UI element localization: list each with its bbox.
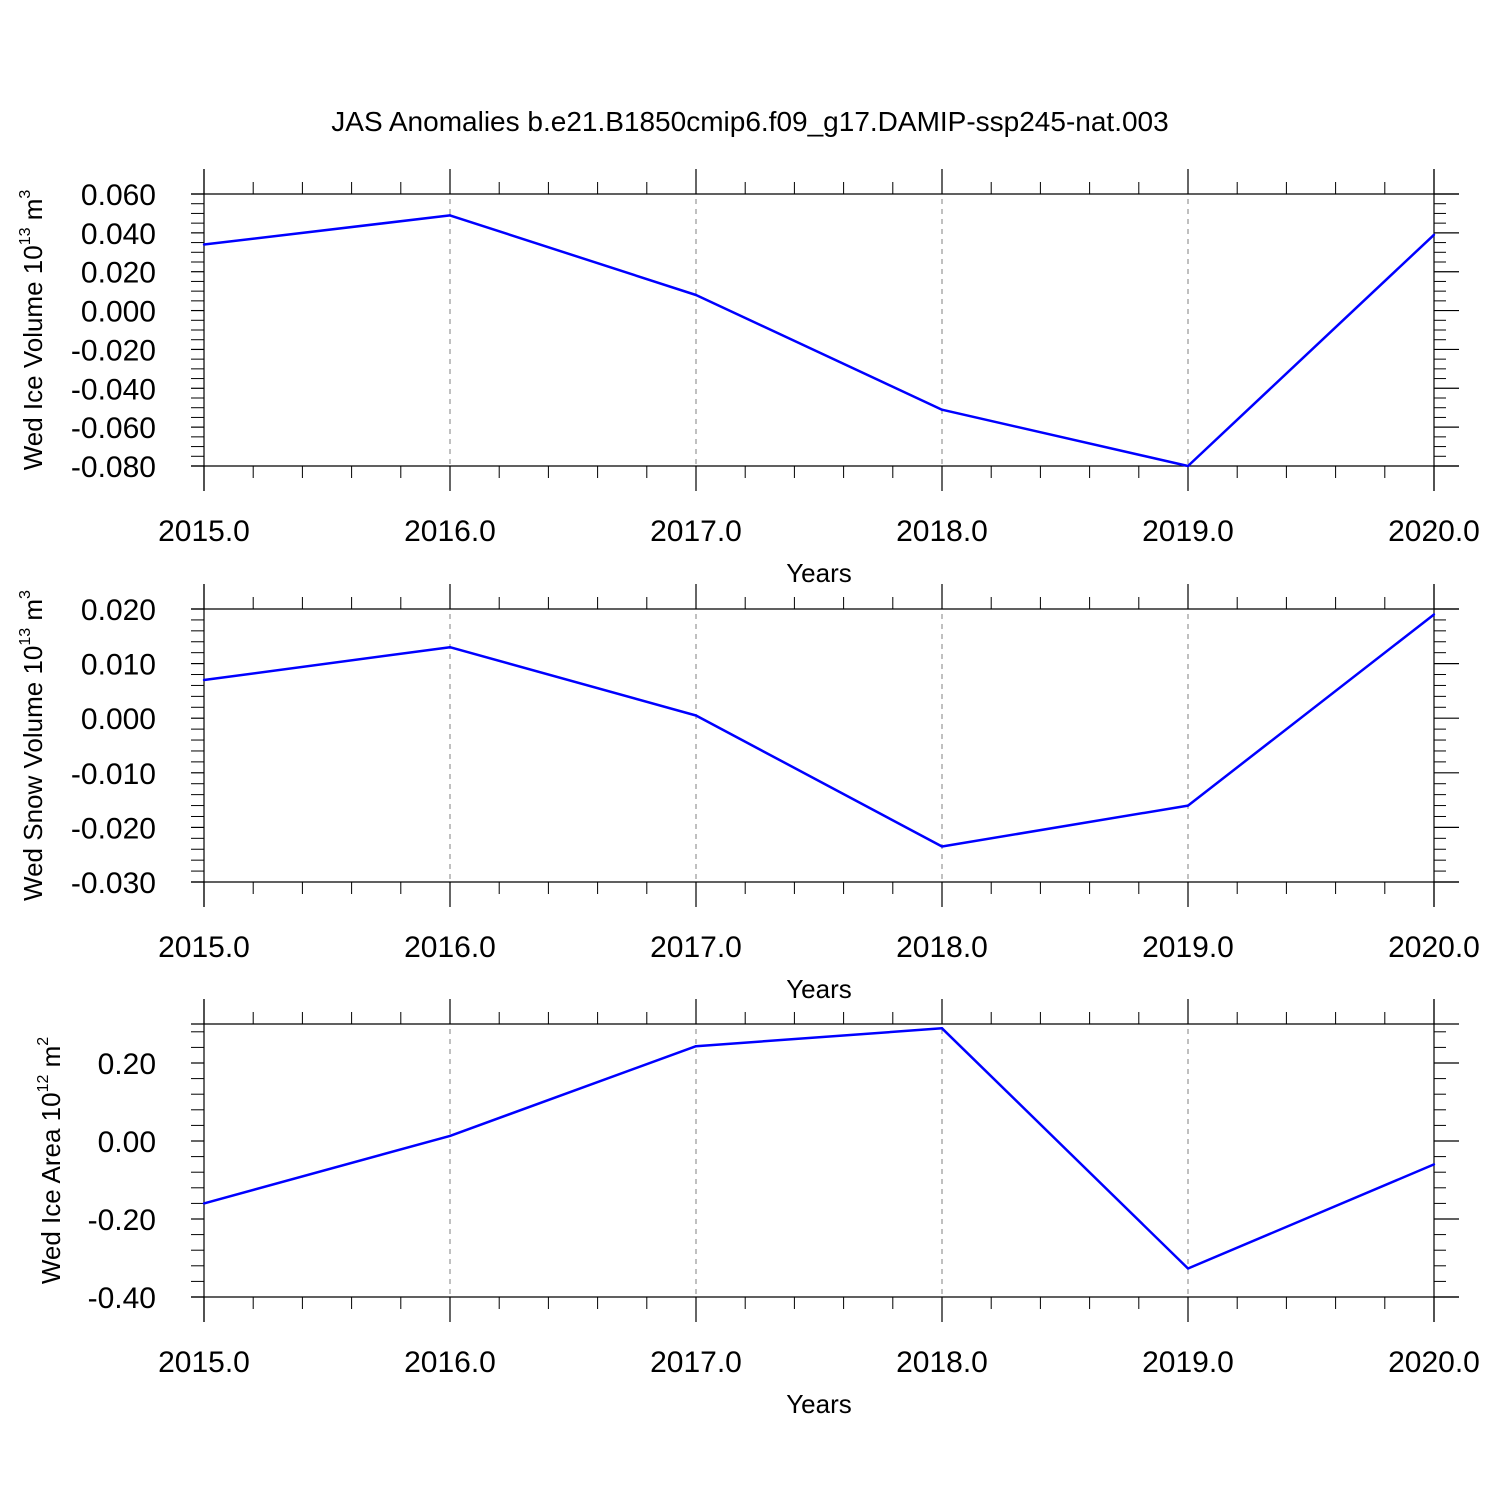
- y-tick-label: -0.40: [88, 1282, 156, 1315]
- data-point: [1186, 464, 1190, 468]
- data-point: [448, 214, 452, 217]
- data-point: [448, 646, 452, 649]
- data-point: [940, 408, 944, 411]
- y-axis-title: Wed Ice Volume 1013 m3: [17, 190, 48, 471]
- x-tick-label: 2019.0: [1142, 931, 1234, 964]
- x-tick-label: 2020.0: [1388, 515, 1480, 548]
- y-axis-unit-exp: 3: [17, 590, 34, 599]
- y-tick-label: 0.20: [98, 1048, 156, 1081]
- y-tick-label: -0.060: [71, 412, 156, 445]
- y-axis-unit-power: 13: [17, 227, 34, 245]
- series-line: [203, 1027, 1435, 1270]
- data-point: [1186, 804, 1190, 807]
- y-tick-label: 0.000: [81, 296, 156, 329]
- series-line: [203, 214, 1435, 468]
- x-tick-label: 2015.0: [158, 931, 250, 964]
- data-point: [202, 243, 206, 246]
- data-point: [940, 1027, 944, 1030]
- y-tick-label: -0.030: [71, 867, 156, 900]
- data-point: [1432, 1163, 1436, 1166]
- x-axis-title: Years: [786, 558, 852, 588]
- x-tick-label: 2019.0: [1142, 1346, 1234, 1379]
- x-tick-label: 2015.0: [158, 1346, 250, 1379]
- x-tick-label: 2020.0: [1388, 931, 1480, 964]
- y-axis-unit-power: 12: [35, 1075, 52, 1093]
- data-point: [1432, 613, 1436, 616]
- x-tick-label: 2016.0: [404, 931, 496, 964]
- x-axis-title: Years: [786, 1389, 852, 1419]
- data-point: [940, 845, 944, 848]
- y-tick-label: -0.020: [71, 812, 156, 845]
- y-axis-title-text: Wed Ice Volume 10: [18, 245, 48, 470]
- x-tick-label: 2018.0: [896, 1346, 988, 1379]
- panels: 0.060 0.040 0.020 0.000 -0.020 -0.040 -0.060 -0…: [17, 169, 1480, 1419]
- figure-title: JAS Anomalies b.e21.B1850cmip6.f09_g17.D…: [331, 106, 1168, 137]
- y-tick-label: 0.020: [81, 257, 156, 290]
- y-tick-label: 0.040: [81, 218, 156, 251]
- x-tick-label: 2017.0: [650, 1346, 742, 1379]
- y-tick-label: 0.020: [81, 594, 156, 627]
- x-tick-label: 2016.0: [404, 1346, 496, 1379]
- chart-panel-1: 0.060 0.040 0.020 0.000 -0.020 -0.040 -0.060 -0…: [17, 169, 1480, 588]
- y-axis-title: Wed Snow Volume 1013 m3: [17, 590, 48, 901]
- y-axis-unit-exp: 3: [17, 190, 34, 199]
- y-tick-label: 0.000: [81, 703, 156, 736]
- y-axis-unit-base: m: [18, 599, 48, 628]
- y-axis-title-text: Wed Snow Volume 10: [18, 646, 48, 901]
- data-point: [694, 293, 698, 297]
- x-tick-label: 2017.0: [650, 515, 742, 548]
- y-tick-label: -0.020: [71, 334, 156, 367]
- data-point: [1432, 233, 1436, 236]
- y-tick-label: -0.20: [88, 1204, 156, 1237]
- y-tick-label: -0.040: [71, 373, 156, 406]
- x-tick-label: 2018.0: [896, 931, 988, 964]
- y-tick-label: 0.060: [81, 179, 156, 212]
- series-line: [203, 613, 1435, 848]
- y-tick-label: 0.010: [81, 649, 156, 682]
- x-tick-label: 2018.0: [896, 515, 988, 548]
- y-axis-unit-power: 13: [17, 628, 34, 646]
- data-point: [202, 678, 206, 682]
- y-axis-unit-base: m: [18, 199, 48, 228]
- x-tick-label: 2017.0: [650, 931, 742, 964]
- data-point: [1186, 1267, 1190, 1270]
- data-point: [448, 1134, 452, 1138]
- y-axis-unit-exp: 2: [35, 1037, 52, 1046]
- x-tick-label: 2020.0: [1388, 1346, 1480, 1379]
- y-tick-label: 0.00: [98, 1126, 156, 1159]
- data-point: [202, 1202, 206, 1205]
- x-tick-label: 2015.0: [158, 515, 250, 548]
- y-axis-title-text: Wed Ice Area 10: [36, 1092, 66, 1284]
- y-axis-title: Wed Ice Area 1012 m2: [35, 1037, 66, 1284]
- y-tick-label: -0.010: [71, 758, 156, 791]
- x-tick-label: 2016.0: [404, 515, 496, 548]
- data-point: [694, 714, 698, 717]
- y-axis-unit-base: m: [36, 1046, 66, 1075]
- x-tick-label: 2019.0: [1142, 515, 1234, 548]
- data-point: [694, 1045, 698, 1048]
- x-axis-title: Years: [786, 974, 852, 1004]
- y-tick-label: -0.080: [71, 451, 156, 484]
